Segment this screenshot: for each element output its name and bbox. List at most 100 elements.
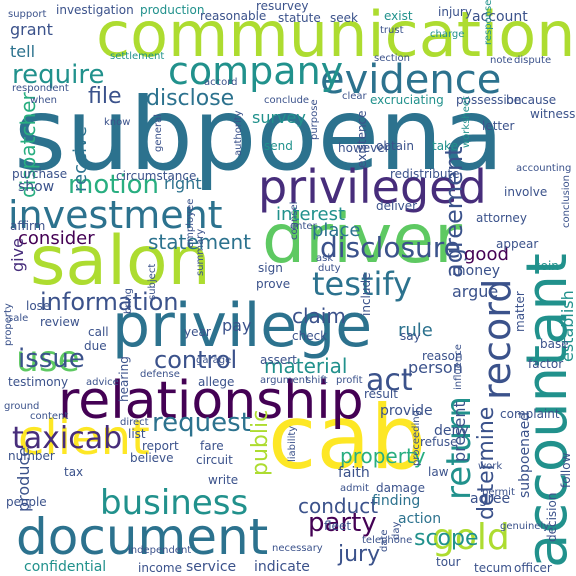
word-good: good [464, 244, 509, 265]
word-establish: establish [558, 290, 576, 362]
word-income: income [138, 561, 182, 575]
word-disclosure: disclosure [320, 231, 461, 264]
word-take: take [432, 139, 458, 153]
word-accounting: accounting [516, 163, 572, 174]
word-public: public [248, 409, 273, 476]
word-request: request [152, 408, 251, 438]
word-evidence: evidence [320, 57, 502, 103]
word-salon: salon [30, 222, 211, 301]
word-cab: cab [268, 386, 427, 489]
word-purchase: purchase [12, 167, 68, 181]
word-rule: rule [398, 320, 433, 341]
word-response: response [483, 0, 494, 46]
word-argue: argue [452, 282, 499, 301]
word-agree: agree [470, 491, 511, 507]
word-require: require [12, 60, 105, 90]
word-property: property [340, 444, 426, 468]
word-right: right [164, 174, 202, 193]
word-money: money [452, 263, 500, 279]
word-write: write [208, 473, 239, 487]
word-admit: admit [340, 483, 369, 494]
word-duty: duty [318, 263, 341, 274]
word-telephone: telephone [362, 535, 413, 546]
word-reason: reason [422, 349, 463, 363]
word-list: list [128, 427, 146, 441]
word-finding: finding [372, 493, 421, 509]
word-coin: coin [534, 259, 559, 273]
word-due: due [84, 339, 107, 353]
word-person: person [408, 358, 463, 377]
word-settlement: settlement [110, 51, 165, 62]
word-disclose: disclose [146, 86, 235, 111]
word-accord: accord [204, 77, 238, 88]
word-work: work [478, 461, 503, 472]
word-document: document [16, 508, 269, 566]
word-prove: prove [256, 277, 291, 291]
word-say: say [400, 329, 421, 343]
word-tell: tell [10, 42, 36, 61]
word-base: base [540, 337, 569, 351]
word-shift: shift [306, 375, 328, 386]
word-tecum: tecum [474, 561, 512, 575]
word-argument: argument [260, 375, 309, 386]
word-reasonable: reasonable [200, 9, 267, 23]
word-tour: tour [436, 555, 461, 569]
word-control: control [154, 346, 238, 374]
word-clear: clear [342, 91, 367, 102]
word-summary: summary [195, 228, 206, 276]
word-material: material [264, 354, 348, 378]
word-matter: matter [513, 291, 527, 332]
word-allege: allege [198, 375, 235, 389]
word-injury: injury [438, 5, 472, 19]
word-obtain: obtain [376, 139, 414, 153]
word-day: day [391, 521, 402, 540]
word-refuse: refuse [420, 435, 458, 449]
word-subpoenaed: subpoenaed [517, 411, 533, 498]
word-worksheet: worksheet [461, 96, 472, 148]
word-factor: factor [528, 357, 564, 371]
word-direct: direct [120, 417, 149, 428]
word-possession: possession [456, 93, 522, 107]
word-survey: survey [252, 108, 306, 127]
word-conclude: conclude [264, 95, 310, 106]
word-advice: advice [86, 377, 119, 388]
word-existence: existence [355, 110, 369, 168]
word-provide: provide [380, 403, 433, 419]
word-note: note [490, 55, 513, 66]
word-review: review [40, 315, 80, 329]
word-grant: grant [10, 20, 53, 39]
word-conclusion: conclusion [561, 174, 572, 228]
word-call: call [88, 325, 109, 339]
word-deny: deny [434, 423, 469, 439]
word-production: production [140, 3, 205, 17]
word-include: include [359, 272, 373, 316]
word-driver: driver [262, 200, 463, 279]
word-section: section [374, 53, 411, 64]
word-influence: influence [453, 344, 464, 390]
word-purpose: purpose [309, 99, 320, 140]
word-consider: consider [18, 228, 95, 249]
word-result: result [364, 387, 398, 401]
word-year: year [184, 325, 211, 339]
word-appear: appear [496, 237, 539, 251]
word-defense: defense [140, 369, 180, 380]
word-motion: motion [68, 170, 160, 200]
word-subpoena: subpoena [14, 76, 504, 193]
word-taxicab: taxicab [12, 421, 123, 456]
word-receive: receive [70, 126, 91, 192]
word-business: business [100, 483, 249, 523]
word-excruciating: excruciating [370, 93, 444, 107]
word-resurvey: resurvey [256, 0, 309, 13]
word-relationship: relationship [58, 371, 364, 431]
word-permit: permit [482, 487, 515, 498]
word-content: content [30, 411, 69, 422]
word-witness: witness [530, 107, 576, 121]
word-bring: bring [123, 288, 134, 314]
word-use: use [16, 339, 80, 380]
word-garage: garage [196, 355, 232, 366]
word-information: information [40, 288, 179, 316]
word-profit: profit [336, 375, 363, 386]
word-statement: statement [148, 230, 251, 254]
word-lose: lose [26, 299, 51, 313]
